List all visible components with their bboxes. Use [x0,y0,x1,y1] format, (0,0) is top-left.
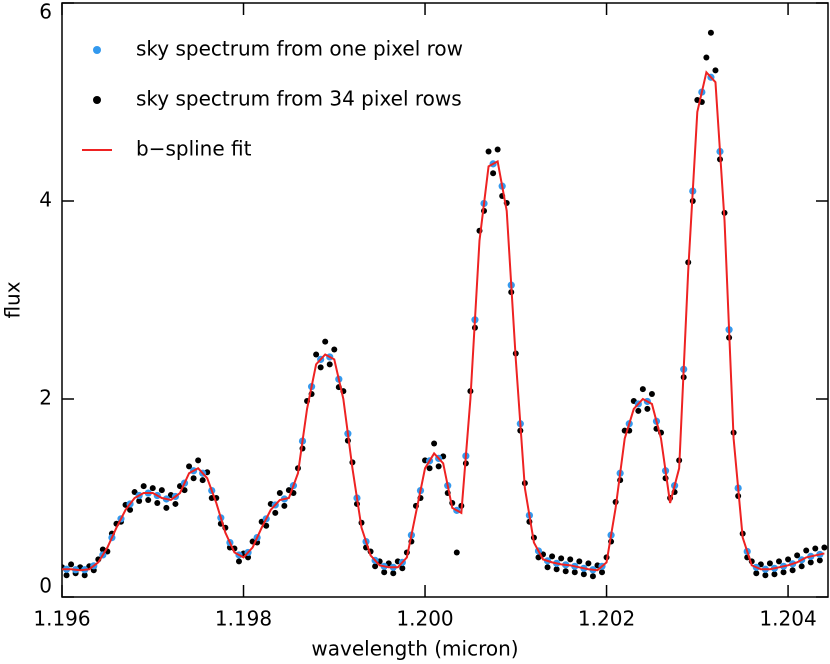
data-point [812,545,819,552]
data-point [136,497,143,504]
data-point [576,558,583,565]
data-point [149,485,156,492]
data-point [762,572,769,579]
data-point [599,569,606,576]
data-point [63,572,70,579]
data-point [816,557,823,564]
data-point [127,506,134,513]
data-point [276,490,283,497]
data-point [381,569,388,576]
data-point [399,565,406,572]
data-point [313,351,320,358]
legend-label: b−spline fit [136,137,252,161]
y-tick-label: 4 [39,188,52,212]
plot-frame [61,2,829,598]
data-point [272,509,279,516]
data-point [589,573,596,580]
data-point [703,54,710,61]
data-point [163,504,170,511]
data-point [775,558,782,565]
data-point [644,405,651,412]
data-point [780,569,787,576]
data-point [494,146,501,153]
data-point [712,67,719,74]
data-point [81,572,88,579]
data-point [390,570,397,577]
data-point [544,564,551,571]
data-point [431,440,438,447]
data-point [154,499,161,506]
data-point [195,457,202,464]
y-tick-label: 0 [39,574,52,598]
data-point [426,465,433,472]
data-point [562,568,569,575]
data-point [753,570,760,577]
data-point [158,487,165,494]
data-point [553,566,560,573]
y-tick-label: 6 [39,0,52,24]
data-point [549,553,556,560]
data-point [485,148,492,155]
data-point [707,29,714,36]
data-point [435,463,442,470]
y-axis-label: flux [1,281,25,318]
data-point [785,556,792,563]
fit-line [62,70,825,572]
data-point [199,477,206,484]
data-point [263,522,270,529]
data-point [281,502,288,509]
data-point [145,496,152,503]
data-point [803,547,810,554]
data-point [317,364,324,371]
legend-label: sky spectrum from one pixel row [136,37,463,61]
data-point [821,544,828,551]
x-tick-label: 1.196 [33,607,90,631]
data-point [490,170,497,177]
data-point [635,407,642,414]
y-tick-label: 2 [39,386,52,410]
data-point [235,558,242,565]
data-point [571,569,578,576]
data-point [771,571,778,578]
data-point [186,463,193,470]
legend-marker [93,96,101,104]
data-point [172,500,179,507]
data-point [558,555,565,562]
data-layer [62,29,828,580]
data-point [585,560,592,567]
data-point [794,552,801,559]
data-point [245,554,252,561]
data-point [648,391,655,398]
legend-label: sky spectrum from 34 pixel rows [136,87,462,111]
data-point [567,556,574,563]
data-point [372,563,379,570]
data-point [789,567,796,574]
data-point [535,554,542,561]
x-tick-label: 1.202 [578,607,635,631]
data-point [131,489,138,496]
x-tick-label: 1.200 [396,607,453,631]
x-axis-label: wavelength (micron) [311,637,518,661]
legend-marker [93,46,101,54]
data-point [580,571,587,578]
data-point [807,559,814,566]
data-point [798,563,805,570]
data-point [322,338,329,345]
data-point [68,561,75,568]
x-tick-label: 1.204 [759,607,816,631]
x-tick-label: 1.198 [215,607,272,631]
data-point [326,361,333,368]
data-point [766,560,773,567]
data-point [453,549,460,556]
data-point [639,386,646,393]
data-point [190,475,197,482]
data-point [331,346,338,353]
data-point [140,483,147,490]
